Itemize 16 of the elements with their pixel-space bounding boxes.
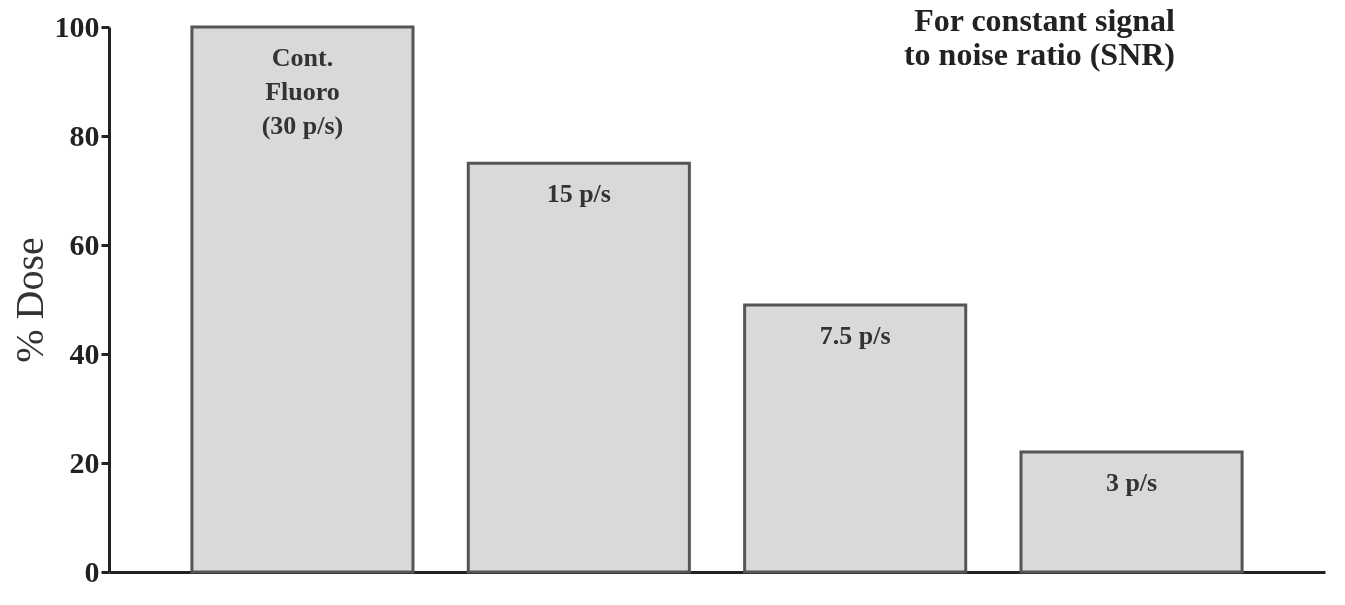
x-tick-label: Cont. Fluoro (30 p/s) [261,43,344,140]
bar [190,25,415,574]
y-tick-label: 100 [54,9,100,43]
x-tick-label: 3 p/s [1105,468,1158,498]
x-tick-label: 7.5 p/s [819,320,891,350]
x-tick-label: 15 p/s [546,179,611,209]
y-tick-label: 0 [84,554,100,588]
y-tick-label: 20 [69,445,100,479]
y-tick-label: 60 [69,227,100,261]
y-tick-label: 80 [69,118,100,152]
y-tick-label: 40 [69,336,100,370]
chart-title: For constant signal to noise ratio (SNR) [903,2,1176,72]
y-axis-title: % Dose [6,237,52,363]
bar [466,161,691,574]
bar [1019,450,1244,574]
bar [743,303,968,574]
